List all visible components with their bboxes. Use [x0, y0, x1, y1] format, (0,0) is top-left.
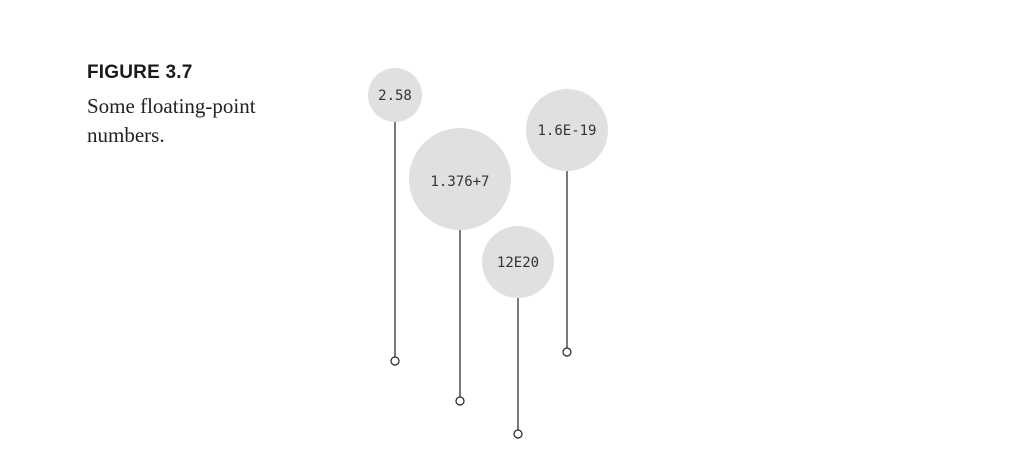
balloon-circle [482, 226, 554, 298]
balloon-value: 1.376+7 [430, 174, 489, 190]
balloon-value: 2.58 [378, 88, 412, 104]
string-end-ring [390, 356, 400, 366]
balloon-value: 12E20 [497, 255, 539, 271]
balloon-circle [526, 89, 608, 171]
string-end-ring [513, 429, 523, 439]
balloon-circle [409, 128, 511, 230]
string-end-ring [562, 347, 572, 357]
balloon-1-6e-19: 1.6E-19 [526, 89, 608, 357]
balloon-circle [368, 68, 422, 122]
figure-caption: Some floating-point numbers. [87, 94, 256, 147]
balloon-1-376e7: 1.376+7 [409, 128, 511, 406]
balloon-2-58: 2.58 [368, 68, 422, 366]
figure-label: FIGURE 3.7 [87, 62, 193, 83]
balloon-value: 1.6E-19 [537, 123, 596, 139]
string-end-ring [455, 396, 465, 406]
balloon-12e20: 12E20 [482, 226, 554, 439]
